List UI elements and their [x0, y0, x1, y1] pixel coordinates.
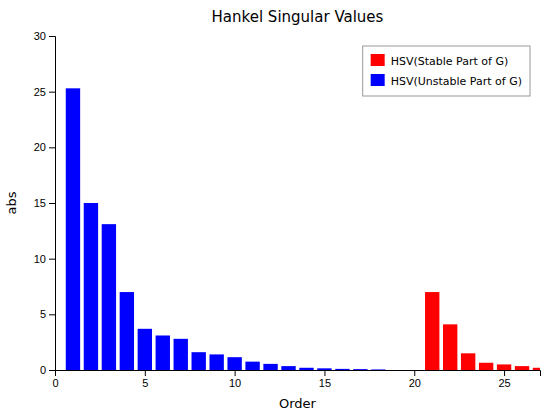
legend-items: HSV(Stable Part of G) HSV(Unstable Part o… — [371, 54, 522, 88]
bar — [66, 88, 80, 370]
bar — [156, 335, 170, 370]
legend-swatch — [371, 54, 385, 66]
tick-label: 5 — [142, 377, 148, 389]
tick: 0 — [52, 370, 58, 389]
series — [66, 88, 386, 370]
bar — [281, 366, 295, 370]
legend-label: HSV(Stable Part of G) — [391, 55, 509, 68]
x-axis-label: Order — [279, 396, 317, 411]
title: Hankel Singular Values — [212, 8, 384, 26]
tick-label: 25 — [34, 86, 46, 98]
bar — [443, 324, 457, 370]
legend-box — [363, 46, 530, 96]
tick: 10 — [229, 370, 241, 389]
bar — [120, 292, 134, 370]
tick: 30 — [34, 30, 55, 42]
bar — [461, 353, 475, 370]
legend: HSV(Stable Part of G) HSV(Unstable Part o… — [363, 46, 530, 96]
bar — [138, 329, 152, 370]
tick-label: 10 — [229, 377, 241, 389]
bar — [245, 362, 259, 370]
tick-mark — [235, 370, 236, 376]
legend-item: HSV(Stable Part of G) — [371, 54, 509, 68]
tick-mark — [145, 370, 146, 376]
bar — [353, 369, 367, 370]
bar — [425, 292, 439, 370]
tick-mark — [49, 36, 55, 37]
axis-line — [49, 37, 56, 371]
tick-label: 30 — [34, 30, 46, 42]
tick: 15 — [34, 197, 55, 209]
tick: 0 — [40, 364, 55, 376]
bar — [174, 339, 188, 370]
bar — [371, 369, 385, 370]
tick-mark — [49, 370, 55, 371]
bar — [192, 352, 206, 370]
tick: 10 — [34, 253, 55, 265]
tick-label: 15 — [34, 197, 46, 209]
tick-label: 25 — [498, 377, 510, 389]
tick-mark — [49, 314, 55, 315]
tick: 20 — [409, 370, 421, 389]
bars — [66, 88, 540, 370]
bar — [299, 368, 313, 370]
tick-label: 15 — [319, 377, 331, 389]
legend-item: HSV(Unstable Part of G) — [371, 74, 522, 88]
bar — [84, 203, 98, 370]
legend-swatch — [371, 74, 385, 86]
y-axis: 0 5 10 15 20 25 30 — [34, 30, 56, 376]
bar — [317, 368, 331, 370]
tick-mark — [49, 203, 55, 204]
x-axis: 0 5 10 15 20 25 — [52, 370, 540, 389]
bar — [479, 363, 493, 370]
tick-mark — [414, 370, 415, 376]
tick-label: 10 — [34, 253, 46, 265]
tick: 5 — [40, 308, 55, 320]
bar — [533, 368, 540, 370]
tick: 5 — [142, 370, 148, 389]
tick: 20 — [34, 141, 55, 153]
series — [425, 292, 540, 370]
tick-mark — [49, 259, 55, 260]
tick-mark — [324, 370, 325, 376]
tick-label: 0 — [40, 364, 46, 376]
tick-label: 5 — [40, 308, 46, 320]
tick: 15 — [319, 370, 331, 389]
bar — [227, 357, 241, 370]
tick: 25 — [34, 86, 55, 98]
y-axis-label: abs — [4, 191, 19, 214]
bar — [102, 224, 116, 370]
tick-mark — [49, 92, 55, 93]
tick-label: 20 — [34, 141, 46, 153]
tick-mark — [504, 370, 505, 376]
chart: 0 5 10 15 20 25 0 5 10 15 20 25 30 HSV(Stable Part of… — [0, 0, 560, 420]
bar — [335, 369, 349, 370]
bar — [263, 364, 277, 370]
bar — [497, 364, 511, 370]
tick-label: 20 — [409, 377, 421, 389]
tick-label: 0 — [52, 377, 58, 389]
bar — [209, 354, 223, 370]
plot-area: 0 5 10 15 20 25 0 5 10 15 20 25 30 HSV(Stable Part of… — [34, 30, 547, 389]
tick: 25 — [498, 370, 510, 389]
bar — [515, 366, 529, 370]
axis-line — [56, 371, 541, 377]
tick-mark — [49, 147, 55, 148]
legend-label: HSV(Unstable Part of G) — [391, 75, 522, 88]
